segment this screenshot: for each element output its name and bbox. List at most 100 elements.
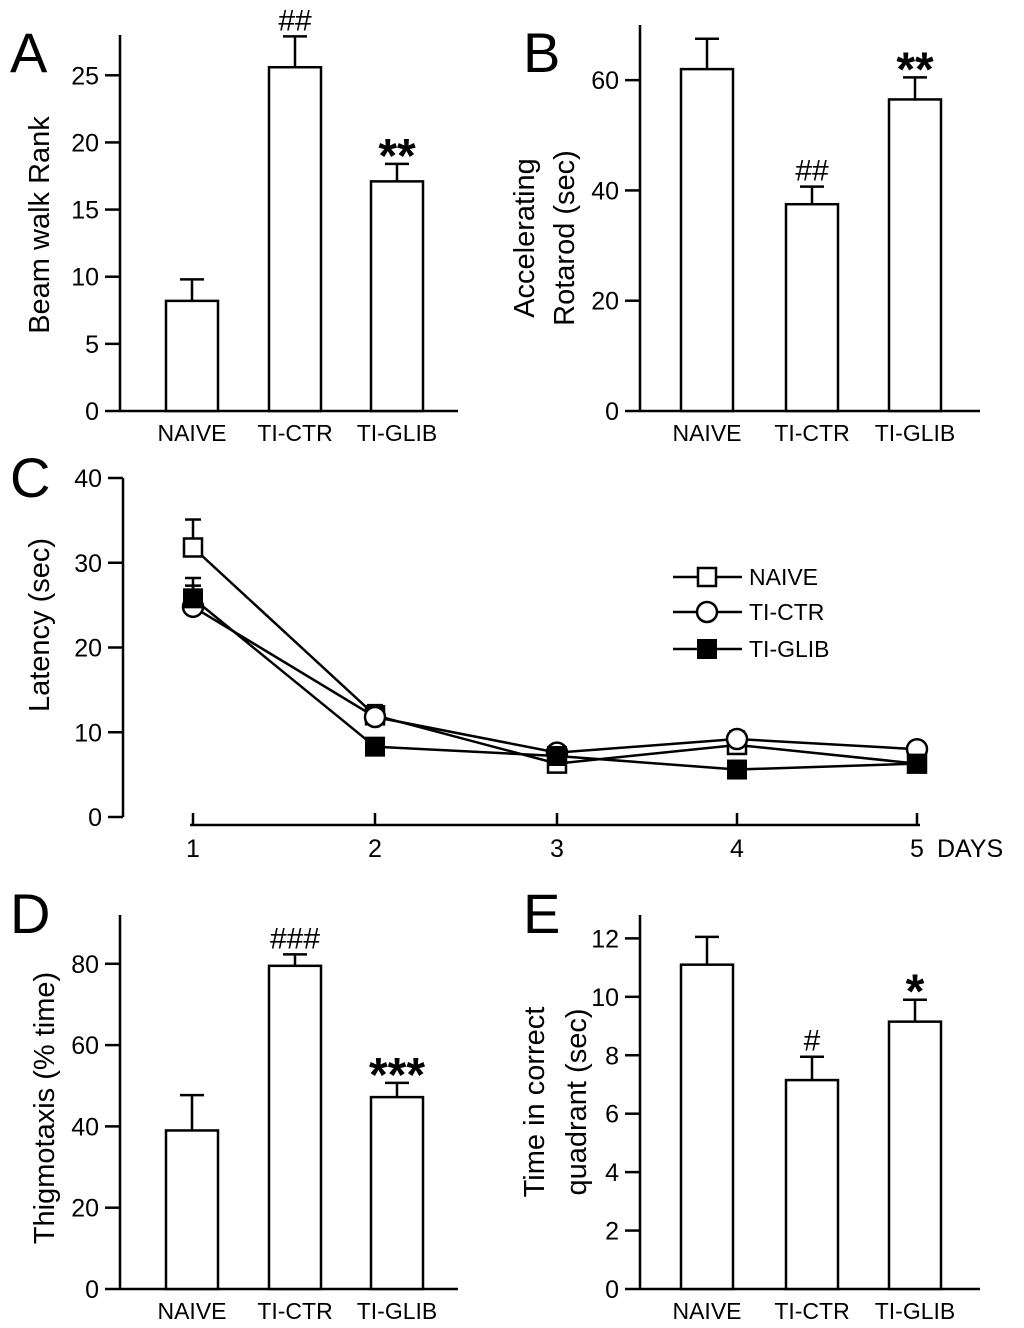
- significance-marker: ***: [369, 1049, 425, 1102]
- marker-open-square: [182, 537, 204, 558]
- y-tick-label: 0: [88, 804, 102, 832]
- y-tick-label: 10: [71, 264, 99, 292]
- y-tick-label: 10: [591, 984, 619, 1012]
- marker-open-circle: [695, 600, 719, 624]
- y-tick-label: 12: [591, 925, 619, 953]
- category-label: NAIVE: [157, 420, 226, 446]
- marker-filled-square: [365, 736, 385, 757]
- panel-c: C 0 10 20 30 40 Latency (sec) 1 2 3 4 5 DAYS NAIVE TI-…: [10, 446, 1003, 863]
- category-label: TI-GLIB: [875, 1298, 956, 1324]
- x-tick-label: 3: [550, 835, 564, 863]
- x-tick-label: 4: [730, 835, 744, 863]
- y-axis-title: Beam walk Rank: [24, 116, 56, 334]
- marker-filled-square: [727, 759, 747, 780]
- x-axis-title: DAYS: [937, 835, 1003, 863]
- category-label: NAIVE: [672, 1298, 741, 1324]
- legend: NAIVE TI-CTR TI-GLIB: [673, 564, 830, 662]
- panel-letter: B: [523, 21, 560, 84]
- legend-label: NAIVE: [749, 564, 818, 590]
- bar-ti-ctr: [784, 1078, 840, 1291]
- y-tick-label: 0: [605, 398, 619, 426]
- y-tick-label: 60: [71, 1032, 99, 1060]
- bar-ti-ctr: [784, 202, 840, 413]
- marker-open-circle: [363, 705, 387, 729]
- panel-letter: C: [10, 446, 50, 509]
- bar-ti-ctr: [267, 65, 323, 413]
- y-axis-title-line: Accelerating: [509, 158, 541, 318]
- y-tick-label: 0: [85, 1276, 99, 1304]
- y-tick-label: 0: [605, 1276, 619, 1304]
- y-tick-label: 30: [74, 550, 102, 578]
- marker-filled-square: [907, 753, 927, 774]
- significance-marker: ##: [278, 4, 312, 37]
- bar-ti-glib: [369, 180, 425, 413]
- y-tick-label: 20: [71, 129, 99, 157]
- y-axis-title-line: Time in correct: [519, 1007, 551, 1198]
- panel-d: D 0 20 40 60 80 Thigmotaxis (% time) NAIVE TI-CT…: [10, 882, 458, 1324]
- marker-filled-square: [183, 588, 203, 609]
- y-tick-label: 8: [605, 1042, 619, 1070]
- panel-letter: E: [523, 882, 560, 945]
- y-axis-title-line: Rotarod (sec): [549, 150, 581, 326]
- significance-marker: #: [804, 1025, 821, 1058]
- category-label: TI-CTR: [774, 1298, 849, 1324]
- bar-ti-ctr: [267, 964, 323, 1291]
- y-tick-label: 25: [71, 62, 99, 90]
- panel-b: B 0 20 40 60 Accelerating Rotarod (sec) NAIVE TI…: [509, 21, 980, 446]
- y-tick-label: 40: [591, 177, 619, 205]
- category-label: NAIVE: [157, 1298, 226, 1324]
- x-tick-label: 2: [368, 835, 382, 863]
- y-tick-label: 6: [605, 1101, 619, 1129]
- legend-label: TI-CTR: [749, 599, 824, 625]
- y-tick-label: 15: [71, 197, 99, 225]
- series-line: [192, 605, 918, 754]
- panel-e: E 0 2 4 6 8 10 12 Time in correct quadrant (sec) N…: [519, 882, 980, 1324]
- panel-a: A 0 5 10 15 20 25 Beam walk Rank NAIVE TI-CTR ## TI…: [10, 4, 458, 446]
- y-tick-label: 80: [71, 951, 99, 979]
- category-label: TI-CTR: [774, 420, 849, 446]
- y-tick-label: 2: [605, 1218, 619, 1246]
- category-label: TI-GLIB: [357, 1298, 438, 1324]
- bar-naive: [679, 67, 735, 413]
- marker-open-square: [696, 566, 718, 588]
- bar-ti-glib: [887, 98, 943, 413]
- marker-open-circle: [725, 727, 749, 751]
- y-tick-label: 20: [74, 635, 102, 663]
- y-tick-label: 40: [74, 465, 102, 493]
- y-tick-label: 5: [85, 331, 99, 359]
- panel-letter: A: [10, 21, 48, 84]
- y-tick-label: 60: [591, 67, 619, 95]
- significance-marker: *: [906, 966, 925, 1019]
- legend-label: TI-GLIB: [749, 636, 830, 662]
- y-tick-label: 20: [71, 1195, 99, 1223]
- y-tick-label: 20: [591, 288, 619, 316]
- x-tick-label: 5: [910, 835, 924, 863]
- significance-marker: **: [378, 130, 416, 183]
- series-ti-glib: [183, 576, 927, 780]
- category-label: TI-GLIB: [875, 420, 956, 446]
- bar-ti-glib: [369, 1095, 425, 1291]
- significance-marker: ###: [270, 922, 320, 955]
- y-tick-label: 40: [71, 1113, 99, 1141]
- x-tick-label: 1: [186, 835, 200, 863]
- marker-filled-square: [697, 639, 717, 659]
- y-axis-title-line: quadrant (sec): [561, 1009, 593, 1196]
- bar-naive: [679, 963, 735, 1291]
- bar-naive: [164, 299, 220, 413]
- y-tick-label: 4: [605, 1159, 619, 1187]
- significance-marker: **: [896, 43, 934, 96]
- category-label: TI-GLIB: [357, 420, 438, 446]
- category-label: TI-CTR: [257, 420, 332, 446]
- bar-naive: [164, 1129, 220, 1291]
- bar-ti-glib: [887, 1020, 943, 1291]
- y-tick-label: 0: [85, 398, 99, 426]
- marker-filled-square: [547, 745, 567, 766]
- category-label: TI-CTR: [257, 1298, 332, 1324]
- y-tick-label: 10: [74, 719, 102, 747]
- category-label: NAIVE: [672, 420, 741, 446]
- y-axis-title: Thigmotaxis (% time): [29, 972, 61, 1244]
- significance-marker: ##: [795, 155, 829, 188]
- panel-letter: D: [10, 882, 50, 945]
- y-axis-title: Latency (sec): [24, 538, 56, 712]
